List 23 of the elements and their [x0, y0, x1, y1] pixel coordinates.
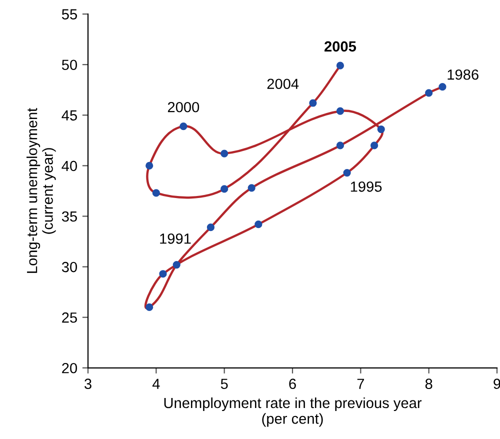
y-tick-label: 40 — [62, 160, 78, 172]
y-tick-label: 25 — [62, 312, 77, 323]
x-tick-label: 4 — [152, 378, 160, 389]
x-tick-label: 7 — [357, 378, 364, 389]
annotation: 2004 — [267, 78, 299, 90]
y-tick-label: 35 — [62, 211, 77, 222]
annotation: 2005 — [324, 41, 356, 52]
y-axis-title: Long-term unemployment (current year) — [26, 108, 56, 273]
y-tick-label: 55 — [62, 9, 77, 20]
x-tick-label: 8 — [425, 378, 432, 390]
annotation: 1986 — [448, 69, 478, 80]
x-tick-label: 5 — [220, 378, 228, 390]
y-tick-label: 50 — [62, 60, 78, 70]
annotation: 1991 — [160, 234, 191, 244]
y-tick-label: 30 — [62, 262, 78, 272]
annotation: 2000 — [168, 102, 200, 112]
x-axis-title: Unemployment rate in the previous year (per cent) — [164, 397, 422, 427]
annotation: 1995 — [350, 181, 382, 192]
y-tick-label: 20 — [62, 362, 78, 374]
y-tick-label: 45 — [62, 110, 77, 121]
x-tick-label: 3 — [84, 378, 92, 390]
x-tick-label: 9 — [494, 378, 500, 390]
x-tick-label: 6 — [289, 378, 296, 390]
